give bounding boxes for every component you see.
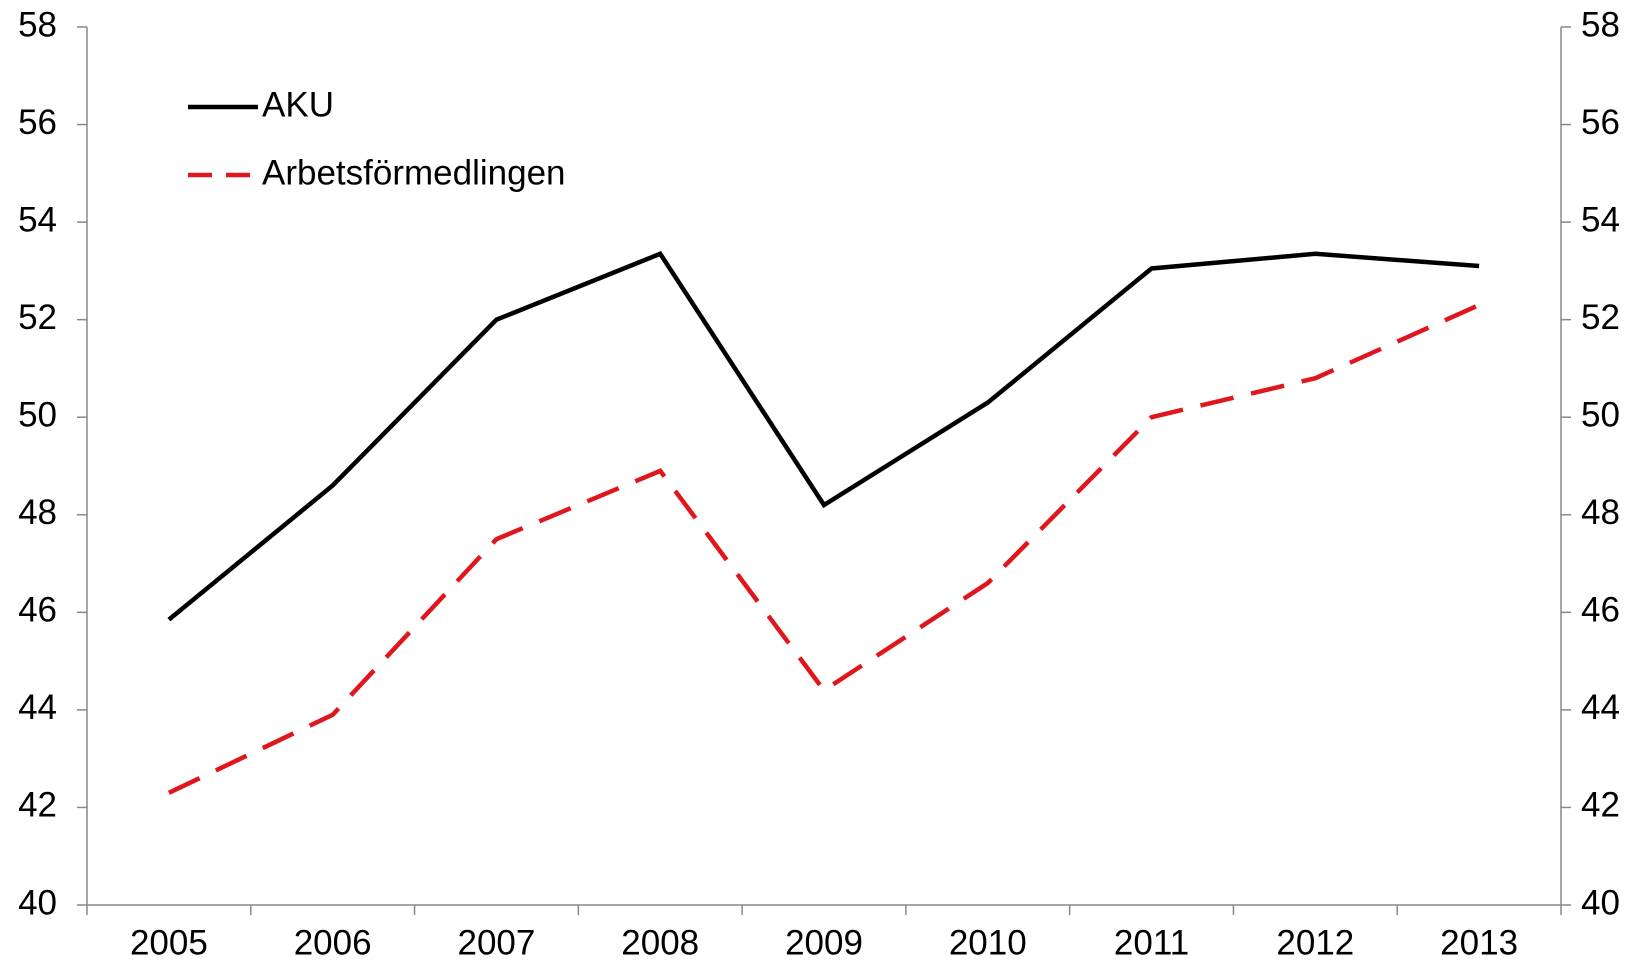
y2-tick-label: 52 [1581, 298, 1620, 337]
x-tick-label: 2005 [130, 923, 208, 962]
y2-tick-label: 54 [1581, 200, 1620, 239]
x-tick-label: 2011 [1114, 923, 1189, 962]
y-tick-label: 42 [18, 786, 57, 825]
y-tick-label: 50 [18, 395, 57, 434]
x-tick-label: 2008 [621, 923, 699, 962]
x-tick-label: 2013 [1440, 923, 1518, 962]
y2-tick-label: 58 [1581, 5, 1620, 44]
legend-label: Arbetsförmedlingen [262, 153, 566, 192]
y2-tick-label: 50 [1581, 395, 1620, 434]
y2-tick-label: 48 [1581, 493, 1620, 532]
y-tick-label: 52 [18, 298, 57, 337]
series-line [167, 302, 1481, 795]
legend-label: AKU [262, 85, 334, 124]
x-tick-label: 2012 [1276, 923, 1354, 962]
series-line [167, 251, 1480, 622]
y-tick-label: 40 [18, 883, 57, 922]
y2-tick-label: 44 [1581, 688, 1620, 727]
y2-tick-label: 42 [1581, 786, 1620, 825]
x-tick-label: 2006 [294, 923, 372, 962]
y-tick-label: 54 [18, 200, 57, 239]
x-tick-label: 2007 [458, 923, 536, 962]
y-tick-label: 56 [18, 103, 57, 142]
y-tick-label: 44 [18, 688, 57, 727]
y2-tick-label: 56 [1581, 103, 1620, 142]
y-tick-label: 58 [18, 5, 57, 44]
y2-tick-label: 46 [1581, 591, 1620, 630]
x-tick-label: 2010 [949, 923, 1027, 962]
y-tick-label: 48 [18, 493, 57, 532]
y-tick-label: 46 [18, 591, 57, 630]
y2-tick-label: 40 [1581, 883, 1620, 922]
x-tick-label: 2009 [785, 923, 863, 962]
